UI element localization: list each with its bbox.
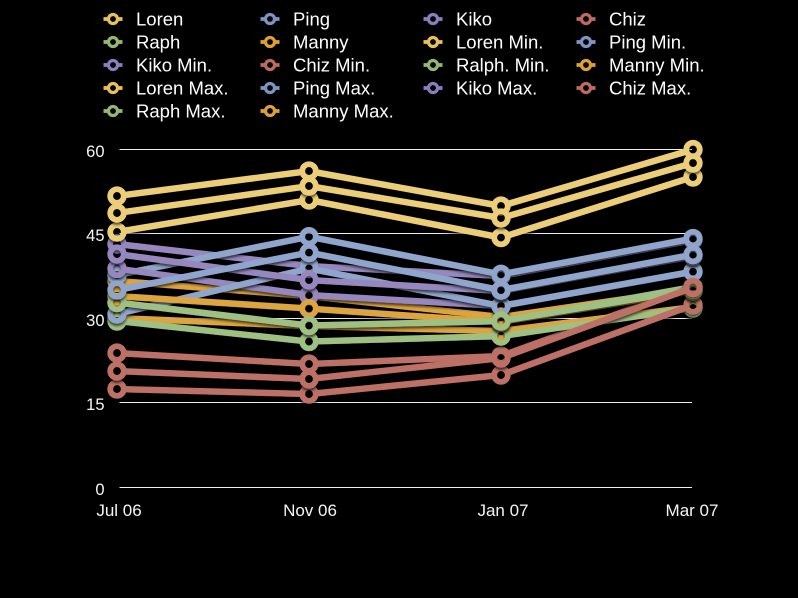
svg-text:Loren: Loren xyxy=(136,9,183,30)
svg-text:Ping Min.: Ping Min. xyxy=(609,32,686,53)
svg-text:Nov 06: Nov 06 xyxy=(283,501,337,520)
svg-text:Ping Max.: Ping Max. xyxy=(293,78,375,99)
svg-text:Loren Min.: Loren Min. xyxy=(456,32,543,53)
svg-text:Kiko Max.: Kiko Max. xyxy=(456,78,537,99)
svg-text:30: 30 xyxy=(86,312,104,330)
svg-text:Manny Max.: Manny Max. xyxy=(293,101,394,122)
svg-text:Raph: Raph xyxy=(136,32,180,53)
svg-text:Ralph. Min.: Ralph. Min. xyxy=(456,55,550,76)
svg-text:Chiz Max.: Chiz Max. xyxy=(609,78,691,99)
svg-text:15: 15 xyxy=(86,396,104,414)
svg-text:Chiz Min.: Chiz Min. xyxy=(293,55,370,76)
svg-text:0: 0 xyxy=(95,481,104,499)
svg-text:Manny: Manny xyxy=(293,32,349,53)
svg-text:Ping: Ping xyxy=(293,9,330,30)
svg-text:60: 60 xyxy=(86,143,104,161)
svg-text:Loren Max.: Loren Max. xyxy=(136,78,229,99)
svg-text:Raph Max.: Raph Max. xyxy=(136,101,225,122)
svg-text:45: 45 xyxy=(86,227,104,245)
svg-text:Mar 07: Mar 07 xyxy=(666,501,719,520)
svg-text:Kiko: Kiko xyxy=(456,9,492,30)
svg-text:Jul 06: Jul 06 xyxy=(96,501,141,520)
svg-text:Kiko Min.: Kiko Min. xyxy=(136,55,212,76)
svg-text:Jan 07: Jan 07 xyxy=(477,501,528,520)
svg-text:Manny Min.: Manny Min. xyxy=(609,55,705,76)
svg-text:Chiz: Chiz xyxy=(609,9,646,30)
